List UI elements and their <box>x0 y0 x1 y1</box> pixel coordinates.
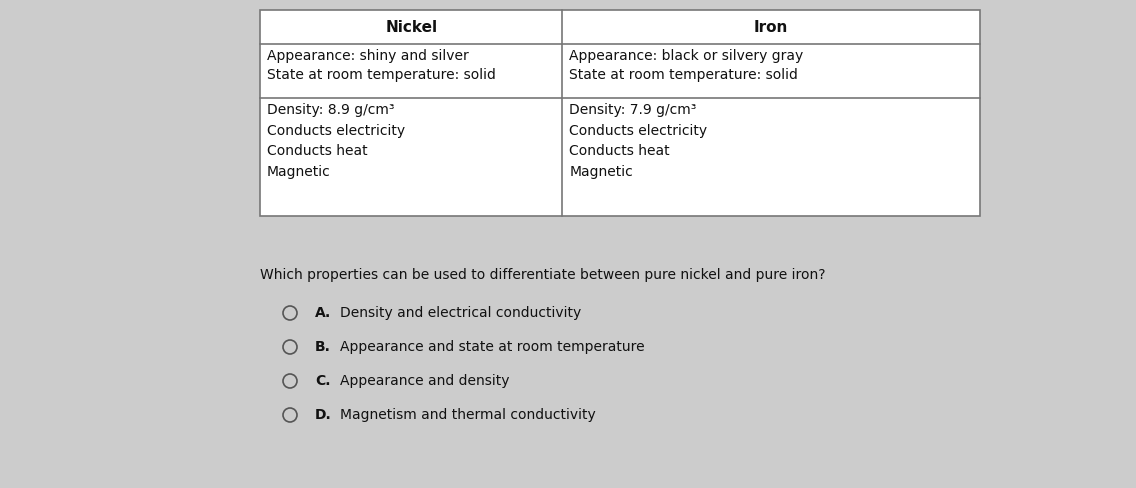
Text: A.: A. <box>315 306 332 320</box>
Text: B.: B. <box>315 340 331 354</box>
Text: Magnetism and thermal conductivity: Magnetism and thermal conductivity <box>340 408 595 422</box>
Text: Appearance: shiny and silver
State at room temperature: solid: Appearance: shiny and silver State at ro… <box>267 49 496 82</box>
Text: Appearance and state at room temperature: Appearance and state at room temperature <box>340 340 644 354</box>
Text: Iron: Iron <box>754 20 788 35</box>
Text: Which properties can be used to differentiate between pure nickel and pure iron?: Which properties can be used to differen… <box>260 268 826 282</box>
Text: C.: C. <box>315 374 331 388</box>
Text: Nickel: Nickel <box>385 20 437 35</box>
Bar <box>260 10 980 216</box>
Text: Density and electrical conductivity: Density and electrical conductivity <box>340 306 582 320</box>
Text: Appearance and density: Appearance and density <box>340 374 510 388</box>
Text: Density: 7.9 g/cm³
Conducts electricity
Conducts heat
Magnetic: Density: 7.9 g/cm³ Conducts electricity … <box>569 103 708 179</box>
Text: D.: D. <box>315 408 332 422</box>
Text: Appearance: black or silvery gray
State at room temperature: solid: Appearance: black or silvery gray State … <box>569 49 803 82</box>
Text: Density: 8.9 g/cm³
Conducts electricity
Conducts heat
Magnetic: Density: 8.9 g/cm³ Conducts electricity … <box>267 103 406 179</box>
